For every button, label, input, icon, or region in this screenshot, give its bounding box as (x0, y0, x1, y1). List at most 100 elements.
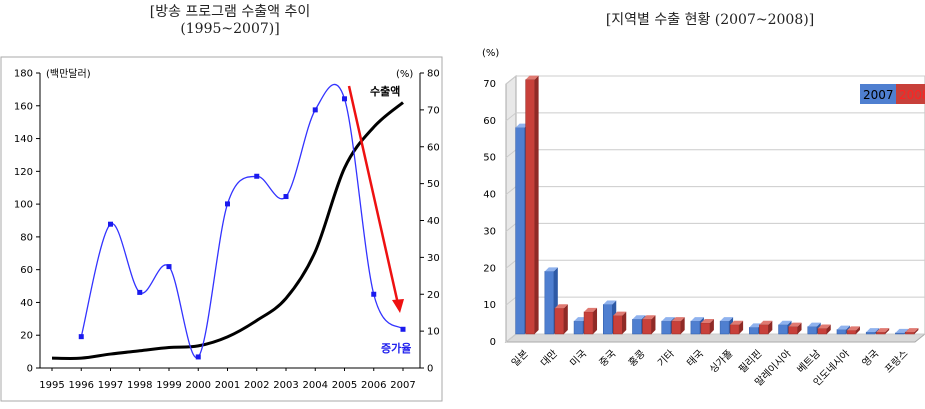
bar-side-2008 (797, 322, 802, 334)
bar-2008 (729, 324, 740, 335)
y-tick-label: 60 (483, 116, 496, 127)
growth-series-label: 증가율 (381, 341, 411, 355)
chart2-title: [지역별 수출 현황 (2007~2008)] (605, 12, 815, 28)
export-series-label: 수출액 (370, 84, 400, 98)
x-tick-label: 2001 (215, 380, 240, 391)
category-label: 홍콩 (625, 347, 647, 369)
bar-side-2008 (709, 318, 714, 334)
gridline-side (505, 296, 517, 306)
bar-2008 (846, 330, 857, 335)
growth-point (166, 264, 172, 270)
bar-top-2007 (690, 317, 704, 322)
bar-top-2007 (574, 317, 588, 322)
right-tick-label: 40 (427, 216, 440, 227)
bar-side-2008 (563, 304, 568, 334)
y-tick-label: 0 (490, 337, 496, 348)
bar-2008 (613, 315, 623, 335)
bar-2007 (603, 304, 613, 335)
bar-side-2008 (680, 317, 685, 334)
legend-swatch-2007 (860, 84, 896, 104)
gridline-side (505, 112, 517, 122)
growth-point (78, 334, 84, 340)
bar-2007 (632, 319, 642, 335)
y-tick-label: 70 (483, 79, 496, 90)
bar-side-2008 (651, 315, 656, 334)
bar-2007 (807, 326, 817, 335)
bar-2007 (661, 320, 671, 335)
bar-top-2008 (817, 324, 831, 329)
right-tick-label: 60 (427, 142, 440, 153)
chart2-floor (504, 333, 925, 343)
left-tick-label: 100 (14, 200, 33, 211)
bar-2008 (671, 320, 681, 335)
chart1-title: [방송 프로그램 수출액 추이 (1995~2007)] (110, 4, 350, 38)
y-tick-label: 30 (483, 226, 496, 237)
bar-top-2007 (632, 315, 646, 320)
gridline-side (505, 223, 517, 232)
bar-side-2008 (534, 75, 539, 334)
x-tick-label: 1996 (69, 380, 94, 391)
bar-top-2008 (730, 320, 744, 325)
x-tick-label: 1999 (156, 380, 181, 391)
left-unit-label: (백만달러) (46, 68, 91, 80)
right-unit-label: (%) (396, 69, 413, 80)
y-tick-label: 10 (483, 300, 496, 311)
x-tick-label: 2003 (273, 380, 298, 391)
x-tick-label: 2007 (390, 380, 415, 391)
bar-2008 (788, 326, 798, 335)
left-tick-label: 0 (27, 364, 33, 375)
bar-top-2007 (807, 322, 821, 327)
bar-top-2008 (554, 304, 568, 309)
chart1-series (51, 83, 406, 360)
bar-2008 (525, 79, 535, 335)
gridline-side (505, 149, 517, 159)
bar-top-2008 (584, 307, 598, 312)
bar-top-2007 (895, 328, 909, 333)
bar-top-2008 (613, 311, 627, 316)
chart2-gridlines: 0 10 20 30 40 50 60 70 (483, 75, 925, 348)
export-series-line (51, 101, 404, 360)
bar-top-2007 (866, 328, 880, 333)
bar-side-2008 (739, 320, 744, 334)
chart1-ticks: 0 20 40 60 80 100 120 140 160 180 0 10 20 30 40 50 60 70 8… (14, 69, 440, 392)
bar-2007 (749, 327, 759, 335)
bar-2008 (817, 328, 827, 335)
x-tick-label: 1997 (98, 380, 123, 391)
bar-top-2008 (905, 328, 919, 333)
decline-arrowhead (392, 299, 404, 313)
bar-2008 (875, 331, 886, 335)
growth-point (108, 221, 113, 227)
gridline-side (505, 259, 517, 269)
chart2-unit-label: (%) (482, 48, 499, 59)
left-tick-label: 40 (20, 298, 33, 309)
left-tick-label: 140 (14, 134, 33, 145)
bar-top-2007 (720, 317, 734, 322)
left-tick-label: 180 (14, 69, 33, 80)
x-tick-label: 2005 (332, 380, 357, 391)
gridline-side (505, 75, 517, 85)
left-tick-label: 80 (20, 232, 33, 243)
chart1-title-line1: [방송 프로그램 수출액 추이 (149, 4, 311, 20)
growth-point (400, 326, 406, 332)
growth-point (225, 201, 230, 207)
bar-2007 (719, 320, 730, 335)
bar-top-2008 (846, 326, 860, 331)
category-label: 미국 (568, 348, 590, 370)
bar-2007 (515, 127, 525, 335)
legend-label-2007: 2007 (863, 88, 894, 102)
bar-top-2007 (778, 320, 792, 325)
growth-point (195, 354, 201, 360)
gridline-side (505, 186, 517, 195)
growth-point (371, 291, 377, 297)
bar-side-2008 (768, 320, 773, 334)
bar-2008 (583, 311, 594, 335)
bar-2007 (895, 332, 905, 335)
bar-side-2008 (593, 307, 598, 334)
category-label: 베트남 (795, 348, 823, 376)
chart2-legend: 2007 2008 (860, 84, 925, 104)
growth-point (137, 289, 143, 295)
bar-top-2008 (876, 328, 890, 333)
bar-top-2007 (749, 323, 763, 328)
category-label: 싱가폴 (707, 348, 735, 376)
category-label: 대만 (538, 348, 560, 370)
